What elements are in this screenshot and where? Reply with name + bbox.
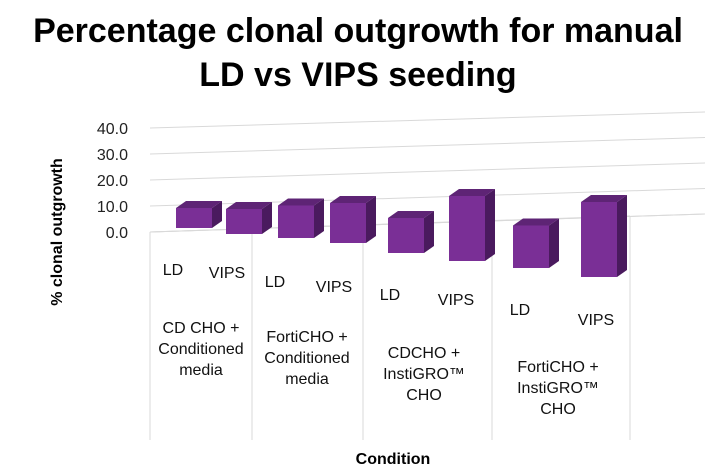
bar-top	[330, 196, 376, 203]
chart-title-line-1: Percentage clonal outgrowth for manual	[33, 12, 683, 50]
group-label: InstiGRO™	[517, 380, 599, 397]
gridline	[149, 162, 706, 181]
bar-front	[176, 208, 212, 228]
bar-front	[278, 205, 314, 238]
y-tick-label: 10.0	[97, 199, 128, 216]
group-label: Conditioned	[264, 350, 349, 367]
y-tick-label: 40.0	[97, 121, 128, 138]
category-label: LD	[163, 262, 183, 279]
bar-top	[278, 198, 324, 206]
bar-side	[212, 201, 222, 228]
bar	[330, 196, 376, 243]
bar	[513, 218, 559, 268]
bar-top	[513, 218, 559, 226]
bar-top	[581, 195, 627, 202]
bar-top	[176, 201, 222, 208]
y-tick-label: 20.0	[97, 173, 128, 190]
x-axis-label: Condition	[356, 451, 431, 468]
category-label: VIPS	[438, 292, 474, 309]
bar-side	[314, 198, 324, 238]
bar	[176, 201, 222, 228]
group-label: media	[285, 371, 329, 388]
bar	[449, 189, 495, 261]
category-label: VIPS	[316, 279, 352, 296]
bar	[581, 195, 627, 277]
bar-side	[485, 189, 495, 261]
category-label: VIPS	[209, 265, 245, 282]
chart-title-line-2: LD vs VIPS seeding	[199, 56, 516, 94]
bar-front	[388, 218, 424, 253]
category-label: LD	[265, 274, 285, 291]
bar-side	[617, 195, 627, 277]
bar-side	[549, 218, 559, 268]
bar-front	[513, 225, 549, 268]
group-label: CHO	[406, 387, 442, 404]
bar-top	[388, 211, 434, 218]
bar	[226, 202, 272, 234]
bar-front	[581, 202, 617, 277]
bar-front	[449, 196, 485, 261]
bar	[388, 211, 434, 253]
bar-side	[262, 202, 272, 234]
gridline	[149, 137, 706, 155]
bar-side	[424, 211, 434, 253]
bar-side	[366, 196, 376, 243]
bar-front	[330, 203, 366, 243]
y-axis-ticks: 40.0 30.0 20.0 10.0 0.0	[97, 121, 128, 242]
y-axis-label: % clonal outgrowth	[49, 158, 66, 306]
bar-front	[226, 209, 262, 234]
group-label: Conditioned	[158, 341, 243, 358]
category-label: LD	[380, 287, 400, 304]
group-label: media	[179, 362, 223, 379]
group-label: CHO	[540, 401, 576, 418]
group-label: FortiCHO +	[517, 359, 598, 376]
y-tick-label: 30.0	[97, 147, 128, 164]
category-label: VIPS	[578, 312, 614, 329]
gridline	[149, 111, 706, 129]
bar	[278, 198, 324, 238]
category-label: LD	[510, 302, 530, 319]
bar-top	[449, 189, 495, 196]
group-label: InstiGRO™	[383, 366, 465, 383]
group-label: CDCHO +	[388, 345, 460, 362]
group-label: FortiCHO +	[266, 329, 347, 346]
group-label: CD CHO +	[163, 320, 240, 337]
bar-top	[226, 202, 272, 209]
bars	[176, 189, 627, 277]
y-tick-label: 0.0	[106, 225, 128, 242]
